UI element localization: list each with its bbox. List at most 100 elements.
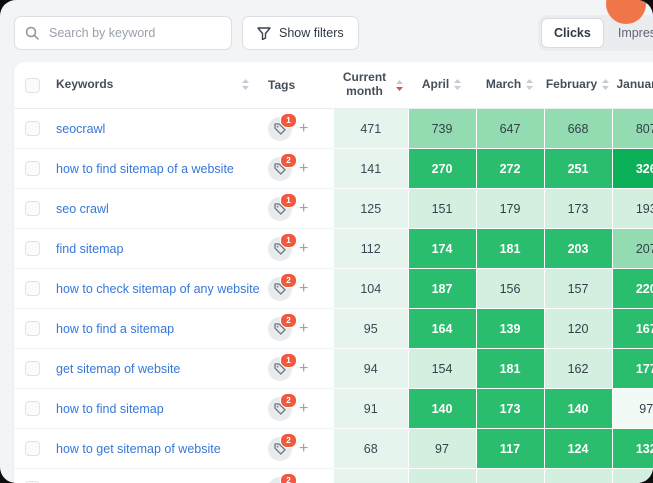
add-tag-button[interactable]: +: [299, 159, 309, 177]
header-row: Keywords Tags Current month April March …: [14, 62, 653, 109]
tag-button[interactable]: 1: [268, 232, 297, 261]
keyword-link[interactable]: how to find a sitemap: [56, 321, 175, 336]
tag-icon: [274, 442, 286, 455]
search-box[interactable]: [14, 16, 232, 50]
row-checkbox[interactable]: [24, 201, 40, 217]
heat-cell: 203: [543, 228, 612, 269]
add-tag-button[interactable]: +: [299, 399, 309, 417]
sort-icon[interactable]: [241, 78, 250, 91]
col-march[interactable]: March: [485, 77, 522, 92]
heat-cell: 140: [407, 388, 476, 429]
tag-button[interactable]: 2: [268, 272, 297, 301]
keyword-link[interactable]: how to get sitemap of website: [56, 441, 221, 456]
heat-cell: 179: [475, 188, 544, 229]
sort-icon[interactable]: [453, 78, 462, 91]
show-filters-button[interactable]: Show filters: [242, 16, 359, 50]
keyword-link[interactable]: find sitemap: [56, 241, 124, 256]
keyword-link[interactable]: get sitemap of website: [56, 361, 181, 376]
row-checkbox[interactable]: [24, 321, 40, 337]
tag-button[interactable]: 2: [268, 432, 297, 461]
keyword-row: find sitemap 1 + 112 174181203207: [14, 228, 653, 269]
add-tag-button[interactable]: +: [299, 199, 309, 217]
search-input[interactable]: [47, 25, 221, 41]
tag-button[interactable]: 2: [268, 312, 297, 341]
heat-cell: 272: [475, 148, 544, 189]
keyword-link[interactable]: seo crawl: [56, 201, 109, 216]
col-april[interactable]: April: [421, 77, 450, 92]
heat-cell: 647: [475, 108, 544, 149]
heat-cell: 140: [543, 388, 612, 429]
current-month-cell: 68: [334, 428, 408, 469]
row-checkbox[interactable]: [24, 361, 40, 377]
tag-icon: [274, 202, 286, 215]
keywords-table-card: Keywords Tags Current month April March …: [14, 62, 653, 483]
heat-cell: 156: [475, 268, 544, 309]
keyword-row: how to check sitemap of any website 2 + …: [14, 268, 653, 309]
heat-cell: 326: [611, 148, 653, 189]
keyword-row: how to find a sitemap 2 + 95 164 139 120 16…: [14, 308, 653, 349]
add-tag-button[interactable]: +: [299, 359, 309, 377]
row-checkbox[interactable]: [24, 281, 40, 297]
current-month-cell: 104: [334, 268, 408, 309]
keyword-link[interactable]: how to find sitemap of a website: [56, 161, 234, 176]
add-tag-button[interactable]: +: [299, 119, 309, 137]
heat-cell: 139: [475, 308, 544, 349]
row-checkbox[interactable]: [24, 121, 40, 137]
current-month-cell: 471: [334, 108, 408, 149]
select-all-checkbox[interactable]: [24, 77, 40, 93]
keyword-row: seocrawl 1 + 471 739647668807: [14, 108, 653, 149]
current-month-cell: 141: [334, 148, 408, 189]
heat-cell: 207: [611, 228, 653, 269]
tag-count-badge: 1: [280, 112, 297, 128]
sort-icon[interactable]: [395, 79, 404, 92]
row-checkbox[interactable]: [24, 401, 40, 417]
clicks-tab[interactable]: Clicks: [541, 18, 604, 48]
heat-cell: 162: [543, 348, 612, 389]
tag-button[interactable]: 2: [268, 152, 297, 181]
tag-button[interactable]: 1: [268, 352, 297, 381]
heat-cell: 177: [611, 348, 653, 389]
sort-icon[interactable]: [525, 78, 534, 91]
heat-cell: 120: [543, 308, 612, 349]
add-tag-button[interactable]: +: [299, 439, 309, 457]
row-checkbox[interactable]: [24, 241, 40, 257]
add-tag-button[interactable]: +: [299, 480, 308, 483]
tag-button[interactable]: 1: [268, 112, 297, 141]
col-february[interactable]: February: [545, 77, 598, 92]
tag-icon: [274, 322, 286, 335]
heat-cell: [543, 468, 612, 483]
sort-icon[interactable]: [601, 78, 610, 91]
add-tag-button[interactable]: +: [299, 319, 309, 337]
add-tag-button[interactable]: +: [299, 239, 309, 257]
keyword-link[interactable]: seocrawl: [56, 121, 106, 136]
heat-cell: [407, 468, 476, 483]
col-january[interactable]: January: [616, 77, 653, 92]
tag-count-badge: 1: [280, 232, 297, 248]
heat-cell: 174: [407, 228, 476, 269]
keyword-link[interactable]: how to find sitemap: [56, 401, 164, 416]
row-checkbox[interactable]: [24, 481, 40, 483]
heat-cell: [475, 468, 544, 483]
heat-cell: 151: [407, 188, 476, 229]
col-keywords[interactable]: Keywords: [56, 77, 114, 92]
row-checkbox[interactable]: [24, 161, 40, 177]
add-tag-button[interactable]: +: [299, 279, 309, 297]
heat-cell: 124: [543, 428, 612, 469]
col-current-month[interactable]: Current month: [342, 70, 387, 98]
tag-button[interactable]: 2: [268, 472, 297, 483]
heat-cell: 167: [611, 308, 653, 349]
current-month-cell: 125: [334, 188, 408, 229]
tag-count-badge: 2: [280, 152, 297, 168]
impressions-tab[interactable]: Impressions: [606, 18, 653, 48]
keyword-link[interactable]: how to check sitemap of any website: [56, 281, 260, 296]
show-filters-label: Show filters: [279, 26, 344, 40]
tag-button[interactable]: 1: [268, 192, 297, 221]
tag-button[interactable]: 2: [268, 392, 297, 421]
heat-cell: 193: [611, 188, 653, 229]
row-checkbox[interactable]: [24, 441, 40, 457]
tag-icon: [274, 362, 286, 375]
current-month-cell: 94: [334, 348, 408, 389]
heat-cell: 154: [407, 348, 476, 389]
heat-cell: 739: [407, 108, 476, 149]
current-month-cell: 112: [334, 228, 408, 269]
